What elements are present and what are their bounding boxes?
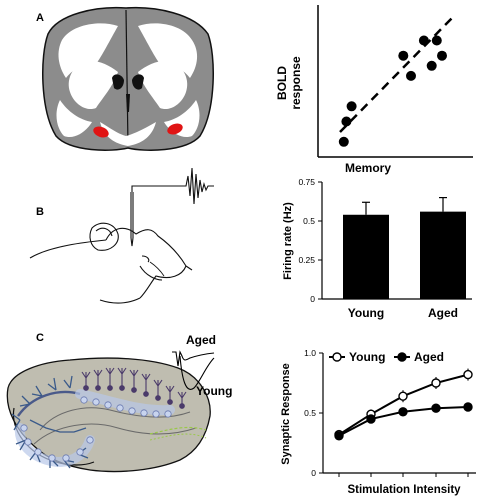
inset-aged-label: Aged <box>186 333 216 347</box>
line-point-young <box>463 369 473 380</box>
bar-category-label: Aged <box>428 306 458 320</box>
scatter-points <box>338 35 447 147</box>
legend-marker <box>397 352 407 362</box>
scatter-point <box>341 116 352 127</box>
line-point-aged <box>334 431 344 441</box>
panel-c-label: C <box>36 332 44 344</box>
scatter-point <box>437 50 447 61</box>
legend-marker <box>332 352 342 362</box>
bar-y-tick-label: 0.75 <box>298 177 315 187</box>
brain-coronal-section <box>42 6 214 151</box>
inset-young-label: Young <box>196 384 232 398</box>
scatter-ylabel-line1: BOLD <box>275 66 289 100</box>
legend-label: Aged <box>414 350 444 364</box>
line-y-tick-label: 0 <box>311 468 316 478</box>
scatter-point <box>346 101 357 112</box>
line-point-aged <box>463 402 473 412</box>
line-ylabel: Synaptic Response <box>280 363 292 464</box>
bar-ylabel: Firing rate (Hz) <box>282 202 294 280</box>
line-chart: 0 0.5 1.0 Synaptic Response Stimulation In… <box>280 348 476 496</box>
epsp-trace-inset: Aged Young <box>172 333 232 398</box>
scatter-point <box>431 35 442 46</box>
panel-b-label: B <box>36 206 44 218</box>
scatter-chart: BOLD response Memory <box>275 5 473 175</box>
bar-category-labels: Young Aged <box>348 306 458 320</box>
line-point-aged <box>398 407 408 417</box>
line-x-ticks <box>338 473 469 477</box>
hippocampal-slice-illustration <box>6 357 211 473</box>
bar-aged <box>420 211 466 299</box>
bar-young <box>343 214 389 299</box>
scatter-point <box>418 35 429 46</box>
scatter-xlabel: Memory <box>345 161 391 175</box>
scatter-point <box>406 70 416 81</box>
scatter-point <box>338 136 349 147</box>
line-y-tick-label: 0.5 <box>304 408 316 418</box>
bar-y-tick-label: 0.25 <box>298 255 315 265</box>
scatter-trend-line <box>339 17 453 133</box>
bar-y-tick-label: 0 <box>310 294 315 304</box>
bar-y-ticks: 0 0.25 0.5 0.75 <box>298 177 322 304</box>
line-marks <box>334 368 473 441</box>
bar-category-label: Young <box>348 306 384 320</box>
line-point-young <box>398 391 408 401</box>
scatter-ylabel-line2: response <box>289 56 303 110</box>
line-point-young <box>431 378 441 388</box>
line-point-aged <box>431 403 441 413</box>
line-y-ticks: 0 0.5 1.0 <box>304 348 323 478</box>
bar-chart: 0 0.25 0.5 0.75 Firing rate (Hz) Young Aged <box>282 177 472 320</box>
mouse-electrode-illustration <box>29 167 214 304</box>
line-legend: Young Aged <box>329 350 444 364</box>
bar-marks <box>343 197 466 299</box>
bar-y-tick-label: 0.5 <box>303 216 315 226</box>
legend-label: Young <box>349 350 385 364</box>
panel-a-label: A <box>36 12 44 24</box>
line-point-aged <box>366 414 376 424</box>
scatter-point <box>398 50 409 61</box>
line-y-tick-label: 1.0 <box>304 348 316 358</box>
line-xlabel: Stimulation Intensity <box>347 484 461 496</box>
scatter-point <box>426 60 437 71</box>
